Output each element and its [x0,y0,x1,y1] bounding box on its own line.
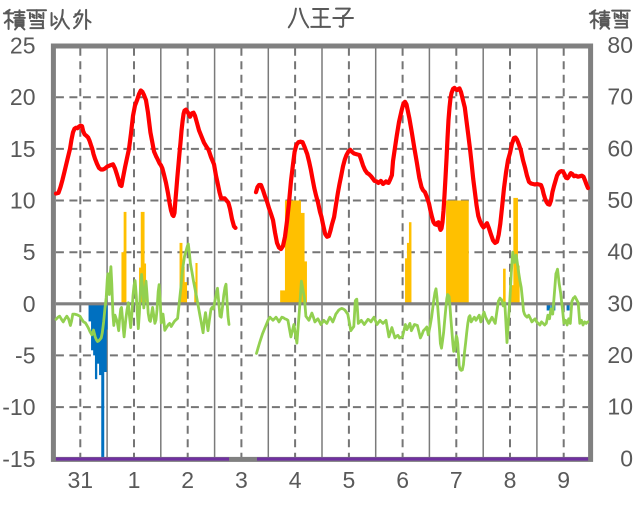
svg-text:10: 10 [10,188,36,214]
svg-text:0: 0 [23,291,36,317]
svg-text:15: 15 [10,136,36,162]
svg-text:3: 3 [235,467,248,493]
svg-text:31: 31 [68,467,94,493]
svg-text:20: 20 [607,342,633,368]
svg-text:2: 2 [181,467,194,493]
svg-text:0: 0 [620,445,633,471]
svg-text:8: 8 [504,467,517,493]
svg-text:70: 70 [607,84,633,110]
svg-text:30: 30 [607,290,633,316]
svg-text:5: 5 [23,239,36,265]
svg-text:-10: -10 [2,394,35,420]
svg-text:4: 4 [289,467,302,493]
svg-text:5: 5 [343,467,356,493]
svg-text:7: 7 [450,467,463,493]
svg-text:80: 80 [607,32,633,58]
svg-text:25: 25 [10,33,36,59]
svg-text:-15: -15 [2,446,35,472]
svg-text:50: 50 [607,187,633,213]
svg-text:20: 20 [10,84,36,110]
svg-text:9: 9 [557,467,570,493]
svg-text:-5: -5 [15,342,35,368]
svg-text:1: 1 [128,467,141,493]
svg-text:60: 60 [607,135,633,161]
svg-text:10: 10 [607,394,633,420]
svg-text:6: 6 [396,467,409,493]
svg-text:40: 40 [607,239,633,265]
